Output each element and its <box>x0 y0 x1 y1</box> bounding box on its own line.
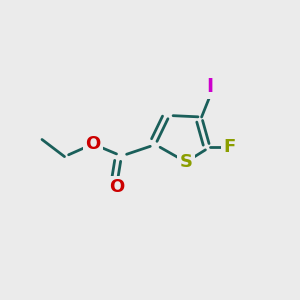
Text: S: S <box>179 153 193 171</box>
Text: O: O <box>85 135 100 153</box>
Text: I: I <box>206 77 214 97</box>
Text: O: O <box>109 178 124 196</box>
Text: F: F <box>224 138 236 156</box>
